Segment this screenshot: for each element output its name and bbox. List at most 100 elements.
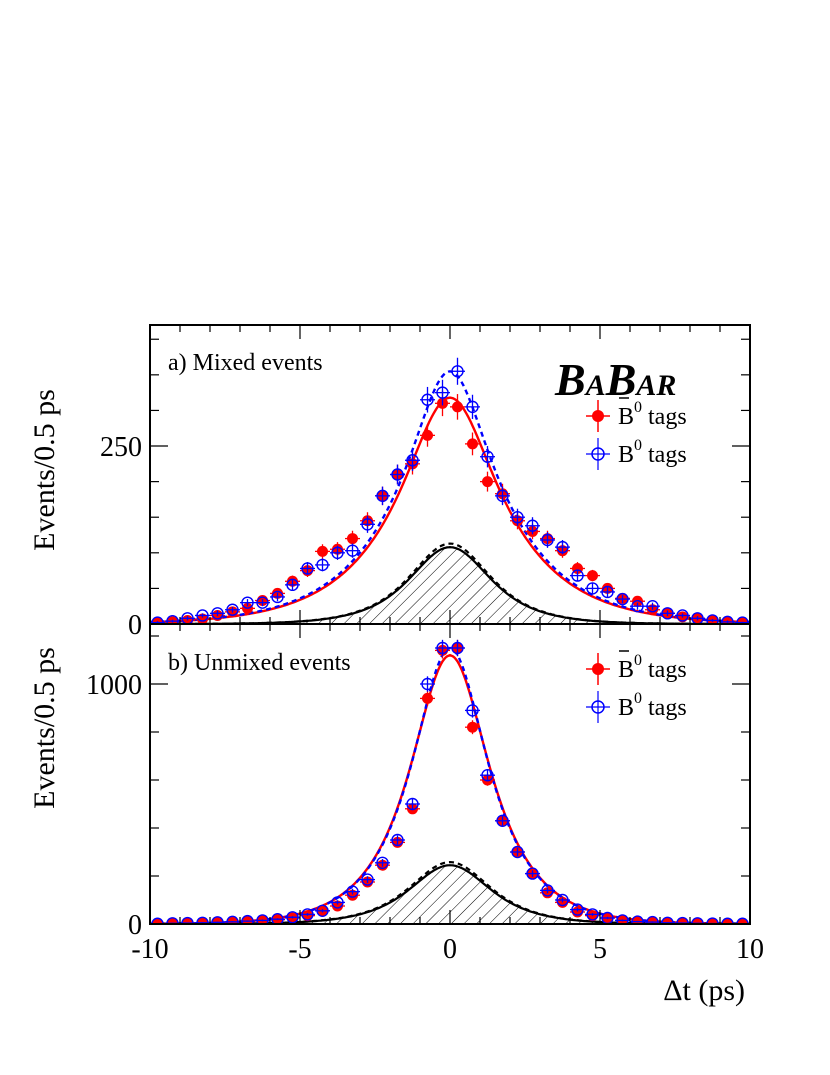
svg-text:B0 tags: B0 tags [618,399,687,430]
b0-data-point [225,603,240,616]
b0-data-point [480,446,495,468]
b0-data-point [555,539,570,555]
b0-data-point [210,916,225,924]
b0-data-point [495,814,510,827]
x-tick-label: 10 [736,934,764,965]
b0-data-point [525,517,540,535]
b0-data-point [390,464,405,485]
b0-data-point [435,379,450,406]
b0-data-point [360,873,375,886]
svg-text:B0 tags: B0 tags [618,690,687,721]
legend-marker-open-circle [591,447,605,461]
legend-marker-filled-circle [592,663,604,675]
b0-data-point [480,769,495,782]
x-tick-label: 5 [593,934,607,965]
b0-data-point [300,908,315,921]
b0-data-point [360,515,375,533]
y-tick-label: 0 [128,910,142,941]
b0-data-point [420,386,435,413]
b0-data-point [420,676,435,692]
babar-logo: BABAR [554,354,676,405]
legend-entry-b0bar-tags: B0 tags [586,397,687,432]
b0-data-point [615,592,630,606]
b0-data-point [510,845,525,859]
b0-data-point [270,913,285,924]
panel-a-ticks: 0 250 [100,325,751,641]
b0-data-point [450,639,465,657]
panel-b: 0 1000 -10 -5 0 5 10 b) Unmixed events B0 tags… [28,623,764,1007]
x-tick-label: -5 [288,934,311,965]
b0bar-data-point [420,690,435,706]
b0bar-data-point [345,530,360,547]
legend-marker-open-circle [591,700,605,714]
b0-data-point [465,394,480,419]
panel-b-ylabel: Events/0.5 ps [28,647,61,809]
x-tick-label: 0 [443,934,457,965]
x-tick-label: -10 [131,934,168,965]
legend-entry-b0-tags: B0 tags [586,690,687,723]
b0bar-data-point [315,544,330,559]
b0-data-point [330,545,345,560]
b0bar-data-point [465,720,480,735]
panel-b-annotation: b) Unmixed events [168,650,351,676]
b0-data-point [435,639,450,657]
b0bar-data-point [585,569,600,582]
legend-entry-b0-tags: B0 tags [586,437,687,470]
panel-a-annotation: a) Mixed events [168,350,323,376]
b0-data-point [585,582,600,595]
b0-data-point [720,615,735,624]
b0-data-point [240,596,255,609]
b0-data-point [210,607,225,620]
b0-data-point [330,896,345,909]
b0-data-point [315,558,330,572]
b0-data-point [225,915,240,924]
panel-a-ylabel: Events/0.5 ps [28,389,61,551]
b0-data-point [615,914,630,924]
b0-data-point [345,885,360,898]
b0-data-point [570,903,585,916]
legend-marker-filled-circle [592,410,604,422]
b0bar-data-point [420,423,435,447]
b0-data-point [375,856,390,869]
panel-b-ticks: 0 1000 -10 -5 0 5 10 [86,624,764,965]
svg-text:B0 tags: B0 tags [618,437,687,468]
panel-b-data-points [150,639,750,924]
b0bar-data-point [450,394,465,420]
b0-data-point [270,590,285,604]
y-tick-label: 250 [100,432,142,463]
svg-text:BABAR: BABAR [554,354,676,405]
legend-entry-b0bar-tags: B0 tags [586,650,687,685]
panel-a: 0 250 a) Mixed events BABAR B0 tags B0 ta… [28,324,751,641]
b0bar-data-point [465,432,480,456]
b0-data-point [645,915,660,924]
b0-data-point [525,867,540,880]
b0-data-point [405,449,420,471]
b0-data-point [660,607,675,620]
b0-data-point [240,914,255,924]
b0-data-point [600,585,615,599]
y-tick-label: 1000 [86,670,142,701]
b0-data-point [405,797,420,811]
b0-data-point [450,357,465,385]
b0-data-point [285,911,300,924]
x-axis-title: Δt (ps) [663,974,745,1007]
panel-b-legend: B0 tags B0 tags [586,650,687,723]
b0-data-point [570,569,585,582]
b0-data-point [540,884,555,897]
panel-a-legend: B0 tags B0 tags [586,397,687,470]
panel-b-fit-curves [150,646,750,924]
svg-text:B0 tags: B0 tags [618,652,687,683]
background-hatched-area [150,547,750,624]
background-hatched-area [150,865,750,924]
panel-a-data-points [150,357,750,624]
b0-data-point [255,596,270,609]
b0-data-point [540,532,555,548]
y-tick-label: 0 [128,610,142,641]
b0bar-data-point [480,471,495,492]
b0-data-point [315,904,330,917]
b0-data-point [465,703,480,718]
b0-data-point [285,578,300,592]
b0-data-point [390,833,405,847]
b0-data-point [165,614,180,624]
